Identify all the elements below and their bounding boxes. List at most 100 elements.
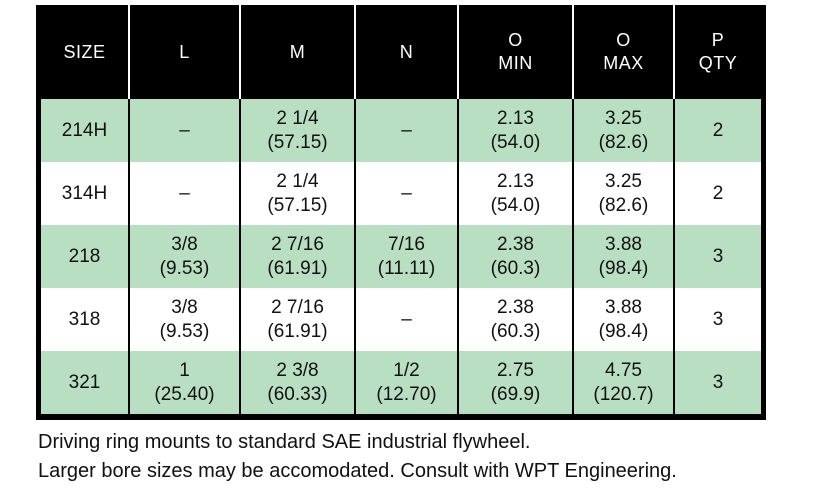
cell-line: 318 — [68, 308, 101, 330]
body-cell: 2.13 (54.0) — [457, 99, 572, 162]
cell-line: 321 — [68, 371, 101, 393]
cell-line: (9.53) — [159, 257, 210, 279]
cell-line: (82.6) — [598, 194, 649, 216]
header-cell-o-min: O MIN — [457, 5, 572, 99]
cell-line: M — [289, 41, 306, 62]
body-cell: 3/8 (9.53) — [128, 225, 239, 288]
size-cell: 218 — [41, 225, 128, 288]
cell-line: – — [179, 182, 190, 204]
body-cell: 3.88 (98.4) — [572, 288, 673, 351]
cell-line: 3.25 — [605, 170, 642, 192]
header-cell-o-max: O MAX — [572, 5, 673, 99]
table-row: 321 1 (25.40) 2 3/8 (60.33) 1/2 (12.70) 2.75 (69… — [41, 351, 761, 414]
body-cell: 2.75 (69.9) — [457, 351, 572, 414]
cell-line: 1/2 — [393, 359, 420, 381]
cell-line: O — [508, 30, 523, 50]
cell-line: QTY — [698, 53, 738, 73]
body-cell: 1/2 (12.70) — [354, 351, 457, 414]
cell-line: 2 3/8 — [276, 359, 319, 381]
cell-line: 3.88 — [605, 233, 642, 255]
body-cell: – — [354, 288, 457, 351]
cell-line: 2.38 — [497, 296, 534, 318]
body-cell: 2.13 (54.0) — [457, 162, 572, 225]
cell-line: 3 — [712, 371, 724, 393]
size-cell: 314H — [41, 162, 128, 225]
cell-line: O — [616, 30, 631, 50]
cell-line: – — [401, 308, 412, 330]
cell-line: 214H — [61, 119, 108, 141]
cell-line: (98.4) — [598, 257, 649, 279]
body-cell: 1 (25.40) — [128, 351, 239, 414]
header-cell-m: M — [239, 5, 354, 99]
cell-line: 2.13 — [497, 170, 534, 192]
header-cell-n: N — [354, 5, 457, 99]
cell-line: (11.11) — [377, 257, 436, 279]
cell-line: P — [711, 30, 725, 50]
cell-line: 2 7/16 — [271, 296, 324, 318]
cell-line: (12.70) — [376, 383, 437, 405]
footnote-line-2: Larger bore sizes may be accomodated. Co… — [38, 460, 677, 482]
header-cell-l: L — [128, 5, 239, 99]
cell-line: 2.38 — [497, 233, 534, 255]
body-cell: 2 1/4 (57.15) — [239, 162, 354, 225]
footnote-line-1: Driving ring mounts to standard SAE indu… — [38, 431, 531, 453]
body-cell: 2 7/16 (61.91) — [239, 288, 354, 351]
header-cell-size: SIZE — [41, 5, 128, 99]
body-cell: 3.25 (82.6) — [572, 162, 673, 225]
body-cell: 2 1/4 (57.15) — [239, 99, 354, 162]
body-cell: 3 — [673, 351, 761, 414]
body-cell: 2.38 (60.3) — [457, 288, 572, 351]
cell-line: MIN — [498, 53, 533, 73]
cell-line: 3.88 — [605, 296, 642, 318]
body-cell: 7/16 (11.11) — [354, 225, 457, 288]
cell-line: (61.91) — [267, 320, 328, 342]
size-cell: 214H — [41, 99, 128, 162]
cell-line: – — [401, 119, 412, 141]
cell-line: 4.75 — [605, 359, 642, 381]
cell-line: 2 — [712, 119, 724, 141]
cell-line: (57.15) — [267, 194, 328, 216]
cell-line: 218 — [68, 245, 101, 267]
cell-line: (57.15) — [267, 131, 328, 153]
body-cell: – — [354, 99, 457, 162]
cell-line: (120.7) — [593, 383, 654, 405]
body-cell: 2 3/8 (60.33) — [239, 351, 354, 414]
cell-line: 2 7/16 — [271, 233, 324, 255]
footnotes: Driving ring mounts to standard SAE indu… — [38, 428, 677, 486]
cell-line: (69.9) — [490, 383, 541, 405]
cell-line: 3 — [712, 308, 724, 330]
cell-line: 3 — [712, 245, 724, 267]
body-cell: 3.88 (98.4) — [572, 225, 673, 288]
body-cell: 3/8 (9.53) — [128, 288, 239, 351]
cell-line: (82.6) — [598, 131, 649, 153]
cell-line: (60.3) — [490, 320, 541, 342]
cell-line: (54.0) — [490, 194, 541, 216]
cell-line: MAX — [603, 53, 644, 73]
table-row: 214H –2 1/4 (57.15) –2.13 (54.0) 3.25 (82.6) 2 — [41, 99, 761, 162]
cell-line: (25.40) — [154, 383, 215, 405]
body-cell: 4.75 (120.7) — [572, 351, 673, 414]
body-cell: 2 — [673, 162, 761, 225]
cell-line: 2.75 — [497, 359, 534, 381]
body-cell: – — [128, 99, 239, 162]
table-body: 214H –2 1/4 (57.15) –2.13 (54.0) 3.25 (82.6) 2 3… — [41, 99, 761, 414]
cell-line: (98.4) — [598, 320, 649, 342]
body-cell: 3.25 (82.6) — [572, 99, 673, 162]
table-row: 218 3/8 (9.53) 2 7/16 (61.91) 7/16 (11.11) 2.38… — [41, 225, 761, 288]
cell-line: (60.33) — [267, 383, 328, 405]
cell-line: SIZE — [63, 41, 106, 62]
spec-table: SIZE L M N O MIN O MAX P QTY 214H –2 1/4 (57.15) –2.… — [36, 5, 766, 420]
cell-line: 2.13 — [497, 107, 534, 129]
header-cell-p-qty: P QTY — [673, 5, 761, 99]
cell-line: 314H — [61, 182, 108, 204]
cell-line: 3/8 — [171, 233, 198, 255]
cell-line: 2 — [712, 182, 724, 204]
cell-line: 3/8 — [171, 296, 198, 318]
cell-line: N — [399, 41, 414, 62]
cell-line: (9.53) — [159, 320, 210, 342]
cell-line: (61.91) — [267, 257, 328, 279]
cell-line: (60.3) — [490, 257, 541, 279]
body-cell: – — [354, 162, 457, 225]
cell-line: 2 1/4 — [276, 170, 319, 192]
